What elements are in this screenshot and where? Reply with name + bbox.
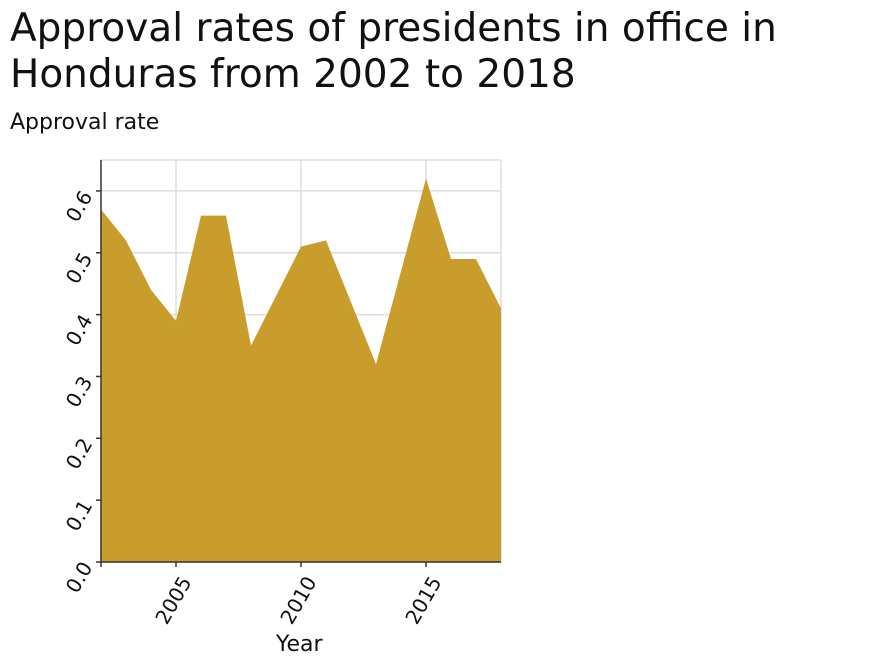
y-tick-label: 0.3 bbox=[61, 372, 98, 412]
y-tick-label: 0.2 bbox=[61, 434, 98, 474]
y-axis-label: Approval rate bbox=[10, 110, 160, 135]
x-tick-label: 2015 bbox=[400, 572, 446, 628]
y-tick-label: 0.0 bbox=[61, 558, 98, 598]
y-tick-label: 0.5 bbox=[61, 248, 98, 288]
x-tick-label: 2005 bbox=[150, 572, 196, 628]
x-tick-label: 2010 bbox=[275, 572, 321, 628]
y-tick-label: 0.4 bbox=[61, 310, 98, 350]
y-ticks: 0.0 0.1 0.2 0.3 0.4 0.5 0.6 bbox=[61, 186, 101, 597]
approval-area bbox=[101, 178, 501, 563]
x-ticks: 2005 2010 2015 bbox=[100, 562, 446, 628]
chart-title: Approval rates of presidents in office i… bbox=[10, 6, 777, 97]
y-tick-label: 0.6 bbox=[61, 186, 98, 226]
x-axis-label: Year bbox=[276, 632, 323, 657]
y-tick-label: 0.1 bbox=[61, 496, 98, 536]
